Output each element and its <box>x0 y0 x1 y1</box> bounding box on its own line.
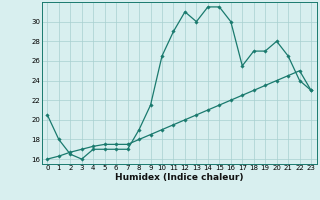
X-axis label: Humidex (Indice chaleur): Humidex (Indice chaleur) <box>115 173 244 182</box>
